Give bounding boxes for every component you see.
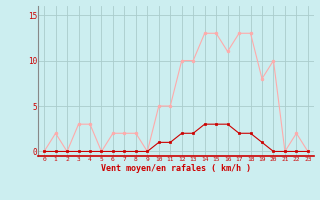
X-axis label: Vent moyen/en rafales ( km/h ): Vent moyen/en rafales ( km/h ) bbox=[101, 164, 251, 173]
